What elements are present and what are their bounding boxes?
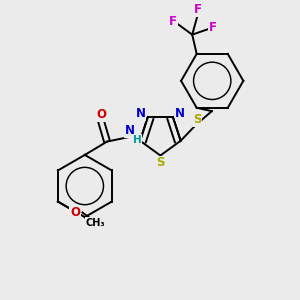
Text: O: O bbox=[70, 206, 80, 219]
Text: CH₃: CH₃ bbox=[85, 218, 105, 228]
Text: F: F bbox=[194, 3, 202, 16]
Text: S: S bbox=[193, 113, 201, 126]
Text: F: F bbox=[209, 21, 217, 34]
Text: N: N bbox=[135, 107, 146, 121]
Text: S: S bbox=[156, 156, 165, 170]
Text: N: N bbox=[125, 124, 135, 137]
Text: O: O bbox=[96, 108, 106, 122]
Text: F: F bbox=[169, 15, 177, 28]
Text: N: N bbox=[175, 107, 185, 121]
Text: H: H bbox=[133, 134, 142, 145]
